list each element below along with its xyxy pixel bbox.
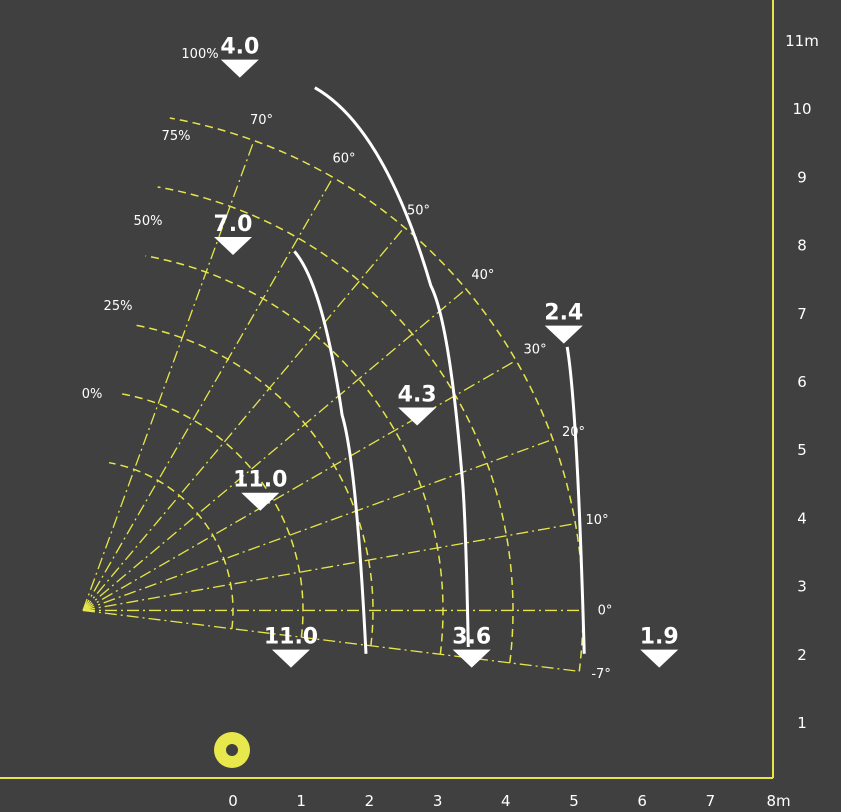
grid-arc bbox=[108, 461, 234, 629]
load-value-label: 4.0 bbox=[220, 35, 259, 60]
angle-label: 10° bbox=[586, 513, 609, 528]
grid-ray bbox=[82, 226, 405, 611]
x-tick-label: 1 bbox=[296, 792, 306, 810]
load-marker bbox=[544, 325, 583, 344]
y-tick-label: 11m bbox=[785, 32, 819, 50]
angle-label: 30° bbox=[524, 342, 547, 357]
extension-label: 100% bbox=[181, 47, 218, 62]
grid-ray bbox=[82, 177, 334, 611]
grid-ray bbox=[82, 438, 554, 612]
crane-boom-raised bbox=[18, 60, 278, 654]
y-tick-label: 3 bbox=[797, 578, 807, 596]
load-marker bbox=[241, 492, 280, 511]
grid-ray bbox=[82, 609, 580, 672]
crane-wheel-rear bbox=[32, 742, 78, 788]
grid-arc bbox=[121, 393, 304, 638]
extension-label: 50% bbox=[134, 214, 163, 229]
y-tick-label: 8 bbox=[797, 237, 807, 255]
load-value-label: 11.0 bbox=[264, 625, 318, 650]
y-tick-label: 1 bbox=[797, 714, 807, 732]
crane-turret bbox=[14, 648, 70, 680]
load-value-label: 1.9 bbox=[640, 625, 679, 650]
load-value-label: 4.3 bbox=[398, 382, 437, 407]
capacity-curves bbox=[293, 86, 586, 654]
x-tick-label: 6 bbox=[637, 792, 647, 810]
x-tick-label: 8m bbox=[767, 792, 791, 810]
grid-ray bbox=[82, 359, 517, 611]
load-value-label: 11.0 bbox=[233, 468, 287, 493]
y-tick-label: 4 bbox=[797, 509, 807, 527]
y-tick-label: 10 bbox=[792, 100, 811, 118]
load-value-label: 3.6 bbox=[452, 625, 491, 650]
load-value-label: 2.4 bbox=[544, 301, 583, 326]
load-labels: 4.0 7.0 11.0 2.4 4.3 11.0 3.6 1.9 bbox=[214, 35, 679, 668]
x-tick-label: 7 bbox=[706, 792, 716, 810]
grid-ray bbox=[82, 522, 576, 612]
load-marker bbox=[220, 59, 259, 78]
x-tick-label: 5 bbox=[569, 792, 579, 810]
x-tick-label: 0 bbox=[228, 792, 238, 810]
grid-arc-outer bbox=[169, 117, 584, 672]
load-marker bbox=[214, 236, 252, 255]
y-tick-label: 5 bbox=[797, 441, 807, 459]
y-tick-label: 9 bbox=[797, 168, 807, 186]
angle-label: 40° bbox=[471, 268, 494, 283]
capacity-curve bbox=[293, 250, 368, 654]
reach-grid: -7° 0° 10° 20° 30° 40° 50° 60° 70° 0% 25% 50% 75% 100… bbox=[82, 47, 613, 682]
extension-label: 25% bbox=[104, 299, 133, 314]
angle-label: 70° bbox=[250, 113, 273, 128]
y-tick-label: 2 bbox=[797, 646, 807, 664]
y-tick-label: 7 bbox=[797, 305, 807, 323]
load-marker bbox=[398, 407, 437, 426]
angle-label: 50° bbox=[407, 204, 430, 219]
grid-ray bbox=[82, 140, 255, 611]
load-marker bbox=[452, 649, 491, 668]
angle-label: 60° bbox=[332, 151, 355, 166]
crane-boom-horizontal bbox=[14, 645, 664, 710]
angle-label: -7° bbox=[591, 667, 610, 682]
grid-arc bbox=[157, 186, 514, 663]
load-marker bbox=[271, 649, 310, 668]
load-value-label: 7.0 bbox=[214, 212, 253, 237]
extension-label: 0% bbox=[82, 387, 103, 402]
chart-frame: 0 1 2 3 4 5 6 7 8m 1 2 3 4 5 6 7 8 9 10 11m bbox=[0, 0, 819, 810]
x-tick-label: 3 bbox=[433, 792, 443, 810]
grid-ray bbox=[82, 288, 467, 611]
angle-label: 20° bbox=[562, 425, 585, 440]
extension-label: 75% bbox=[162, 129, 191, 144]
crane-cab bbox=[90, 670, 205, 720]
x-tick-label: 2 bbox=[365, 792, 375, 810]
x-tick-label: 4 bbox=[501, 792, 511, 810]
crane-illustration bbox=[14, 60, 664, 788]
crane-wheel-front-center bbox=[226, 744, 238, 756]
capacity-curve bbox=[314, 86, 470, 648]
load-marker bbox=[640, 649, 679, 668]
angle-label: 0° bbox=[598, 603, 613, 618]
capacity-curve bbox=[565, 346, 586, 654]
grid-arc bbox=[145, 255, 444, 655]
y-tick-label: 6 bbox=[797, 373, 807, 391]
